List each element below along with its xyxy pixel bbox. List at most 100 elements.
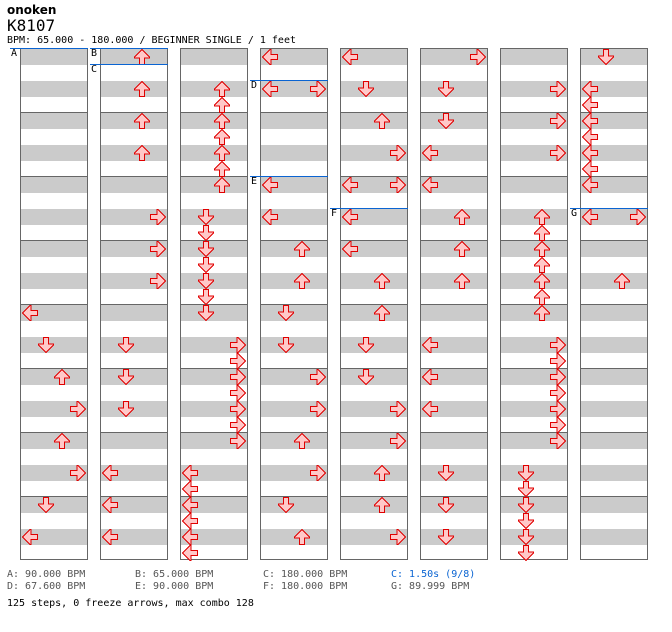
bpm-marker-label: B — [91, 48, 98, 59]
arrow-right-icon — [550, 145, 567, 161]
arrow-up-icon — [214, 112, 230, 129]
arrow-up-icon — [54, 432, 70, 449]
measure-line — [341, 240, 407, 241]
arrow-left-icon — [181, 481, 198, 497]
arrow-right-icon — [230, 353, 247, 369]
arrow-right-icon — [390, 145, 407, 161]
measure-line — [501, 432, 567, 433]
arrow-up-icon — [534, 224, 550, 241]
arrow-up-icon — [134, 80, 150, 97]
arrow-up-icon — [214, 128, 230, 145]
chart-column — [260, 48, 328, 560]
bpm-legend-item: B: 65.000 BPM — [135, 569, 214, 580]
arrow-up-icon — [134, 112, 150, 129]
arrow-up-icon — [534, 208, 550, 225]
measure-line — [101, 176, 167, 177]
arrow-left-icon — [421, 177, 438, 193]
arrow-right-icon — [550, 353, 567, 369]
arrow-up-icon — [294, 240, 310, 257]
arrow-up-icon — [214, 96, 230, 113]
arrow-up-icon — [454, 208, 470, 225]
arrow-down-icon — [198, 305, 214, 322]
arrow-left-icon — [261, 49, 278, 65]
measure-line — [501, 496, 567, 497]
arrow-right-icon — [70, 401, 87, 417]
arrow-down-icon — [358, 369, 374, 386]
measure-line — [421, 112, 487, 113]
arrow-right-icon — [310, 81, 327, 97]
arrow-down-icon — [198, 225, 214, 242]
measure-line — [181, 432, 247, 433]
bpm-marker-label: A — [11, 48, 18, 59]
arrow-left-icon — [341, 241, 358, 257]
measure-line — [421, 176, 487, 177]
arrow-down-icon — [518, 545, 534, 562]
bpm-change-line — [330, 208, 408, 209]
arrow-down-icon — [198, 209, 214, 226]
arrow-down-icon — [118, 337, 134, 354]
measure-line — [181, 240, 247, 241]
measure-line — [181, 368, 247, 369]
measure-line — [581, 496, 647, 497]
measure-line — [581, 368, 647, 369]
arrow-up-icon — [214, 144, 230, 161]
arrow-left-icon — [581, 81, 598, 97]
bpm-legend-item: F: 180.000 BPM — [263, 581, 348, 592]
measure-line — [21, 240, 87, 241]
bpm-marker-label: D — [251, 80, 258, 91]
arrow-left-icon — [581, 145, 598, 161]
measure-line — [421, 304, 487, 305]
measure-line — [341, 176, 407, 177]
arrow-right-icon — [550, 337, 567, 353]
arrow-right-icon — [550, 369, 567, 385]
arrow-right-icon — [550, 433, 567, 449]
arrow-right-icon — [550, 385, 567, 401]
chart-column — [420, 48, 488, 560]
bpm-legend-item: A: 90.000 BPM — [7, 569, 86, 580]
arrow-right-icon — [310, 465, 327, 481]
arrow-right-icon — [390, 529, 407, 545]
arrow-up-icon — [454, 240, 470, 257]
arrow-down-icon — [198, 241, 214, 258]
arrow-left-icon — [261, 177, 278, 193]
measure-line — [421, 368, 487, 369]
arrow-down-icon — [438, 113, 454, 130]
measure-line — [341, 368, 407, 369]
measure-line — [341, 432, 407, 433]
measure-line — [341, 112, 407, 113]
arrow-up-icon — [374, 272, 390, 289]
measure-line — [341, 496, 407, 497]
arrow-down-icon — [598, 49, 614, 66]
measure-line — [581, 112, 647, 113]
arrow-left-icon — [581, 209, 598, 225]
measure-line — [341, 304, 407, 305]
arrow-up-icon — [214, 80, 230, 97]
measure-line — [101, 304, 167, 305]
arrow-left-icon — [181, 545, 198, 561]
bpm-change-line — [90, 48, 168, 49]
measure-line — [261, 368, 327, 369]
arrow-right-icon — [390, 401, 407, 417]
chart-column — [500, 48, 568, 562]
arrow-right-icon — [310, 369, 327, 385]
arrow-right-icon — [230, 433, 247, 449]
arrow-down-icon — [518, 529, 534, 546]
arrow-left-icon — [261, 81, 278, 97]
arrow-left-icon — [181, 497, 198, 513]
arrow-down-icon — [518, 481, 534, 498]
arrow-left-icon — [421, 337, 438, 353]
measure-line — [21, 496, 87, 497]
arrow-up-icon — [214, 160, 230, 177]
arrow-left-icon — [101, 465, 118, 481]
arrow-down-icon — [38, 497, 54, 514]
arrow-up-icon — [54, 368, 70, 385]
bpm-marker-label: F — [331, 208, 338, 219]
measure-line — [581, 240, 647, 241]
arrow-down-icon — [358, 337, 374, 354]
bpm-change-line — [90, 64, 168, 65]
measure-line — [181, 496, 247, 497]
arrow-down-icon — [438, 465, 454, 482]
arrow-down-icon — [198, 257, 214, 274]
arrow-left-icon — [181, 513, 198, 529]
arrow-right-icon — [310, 401, 327, 417]
